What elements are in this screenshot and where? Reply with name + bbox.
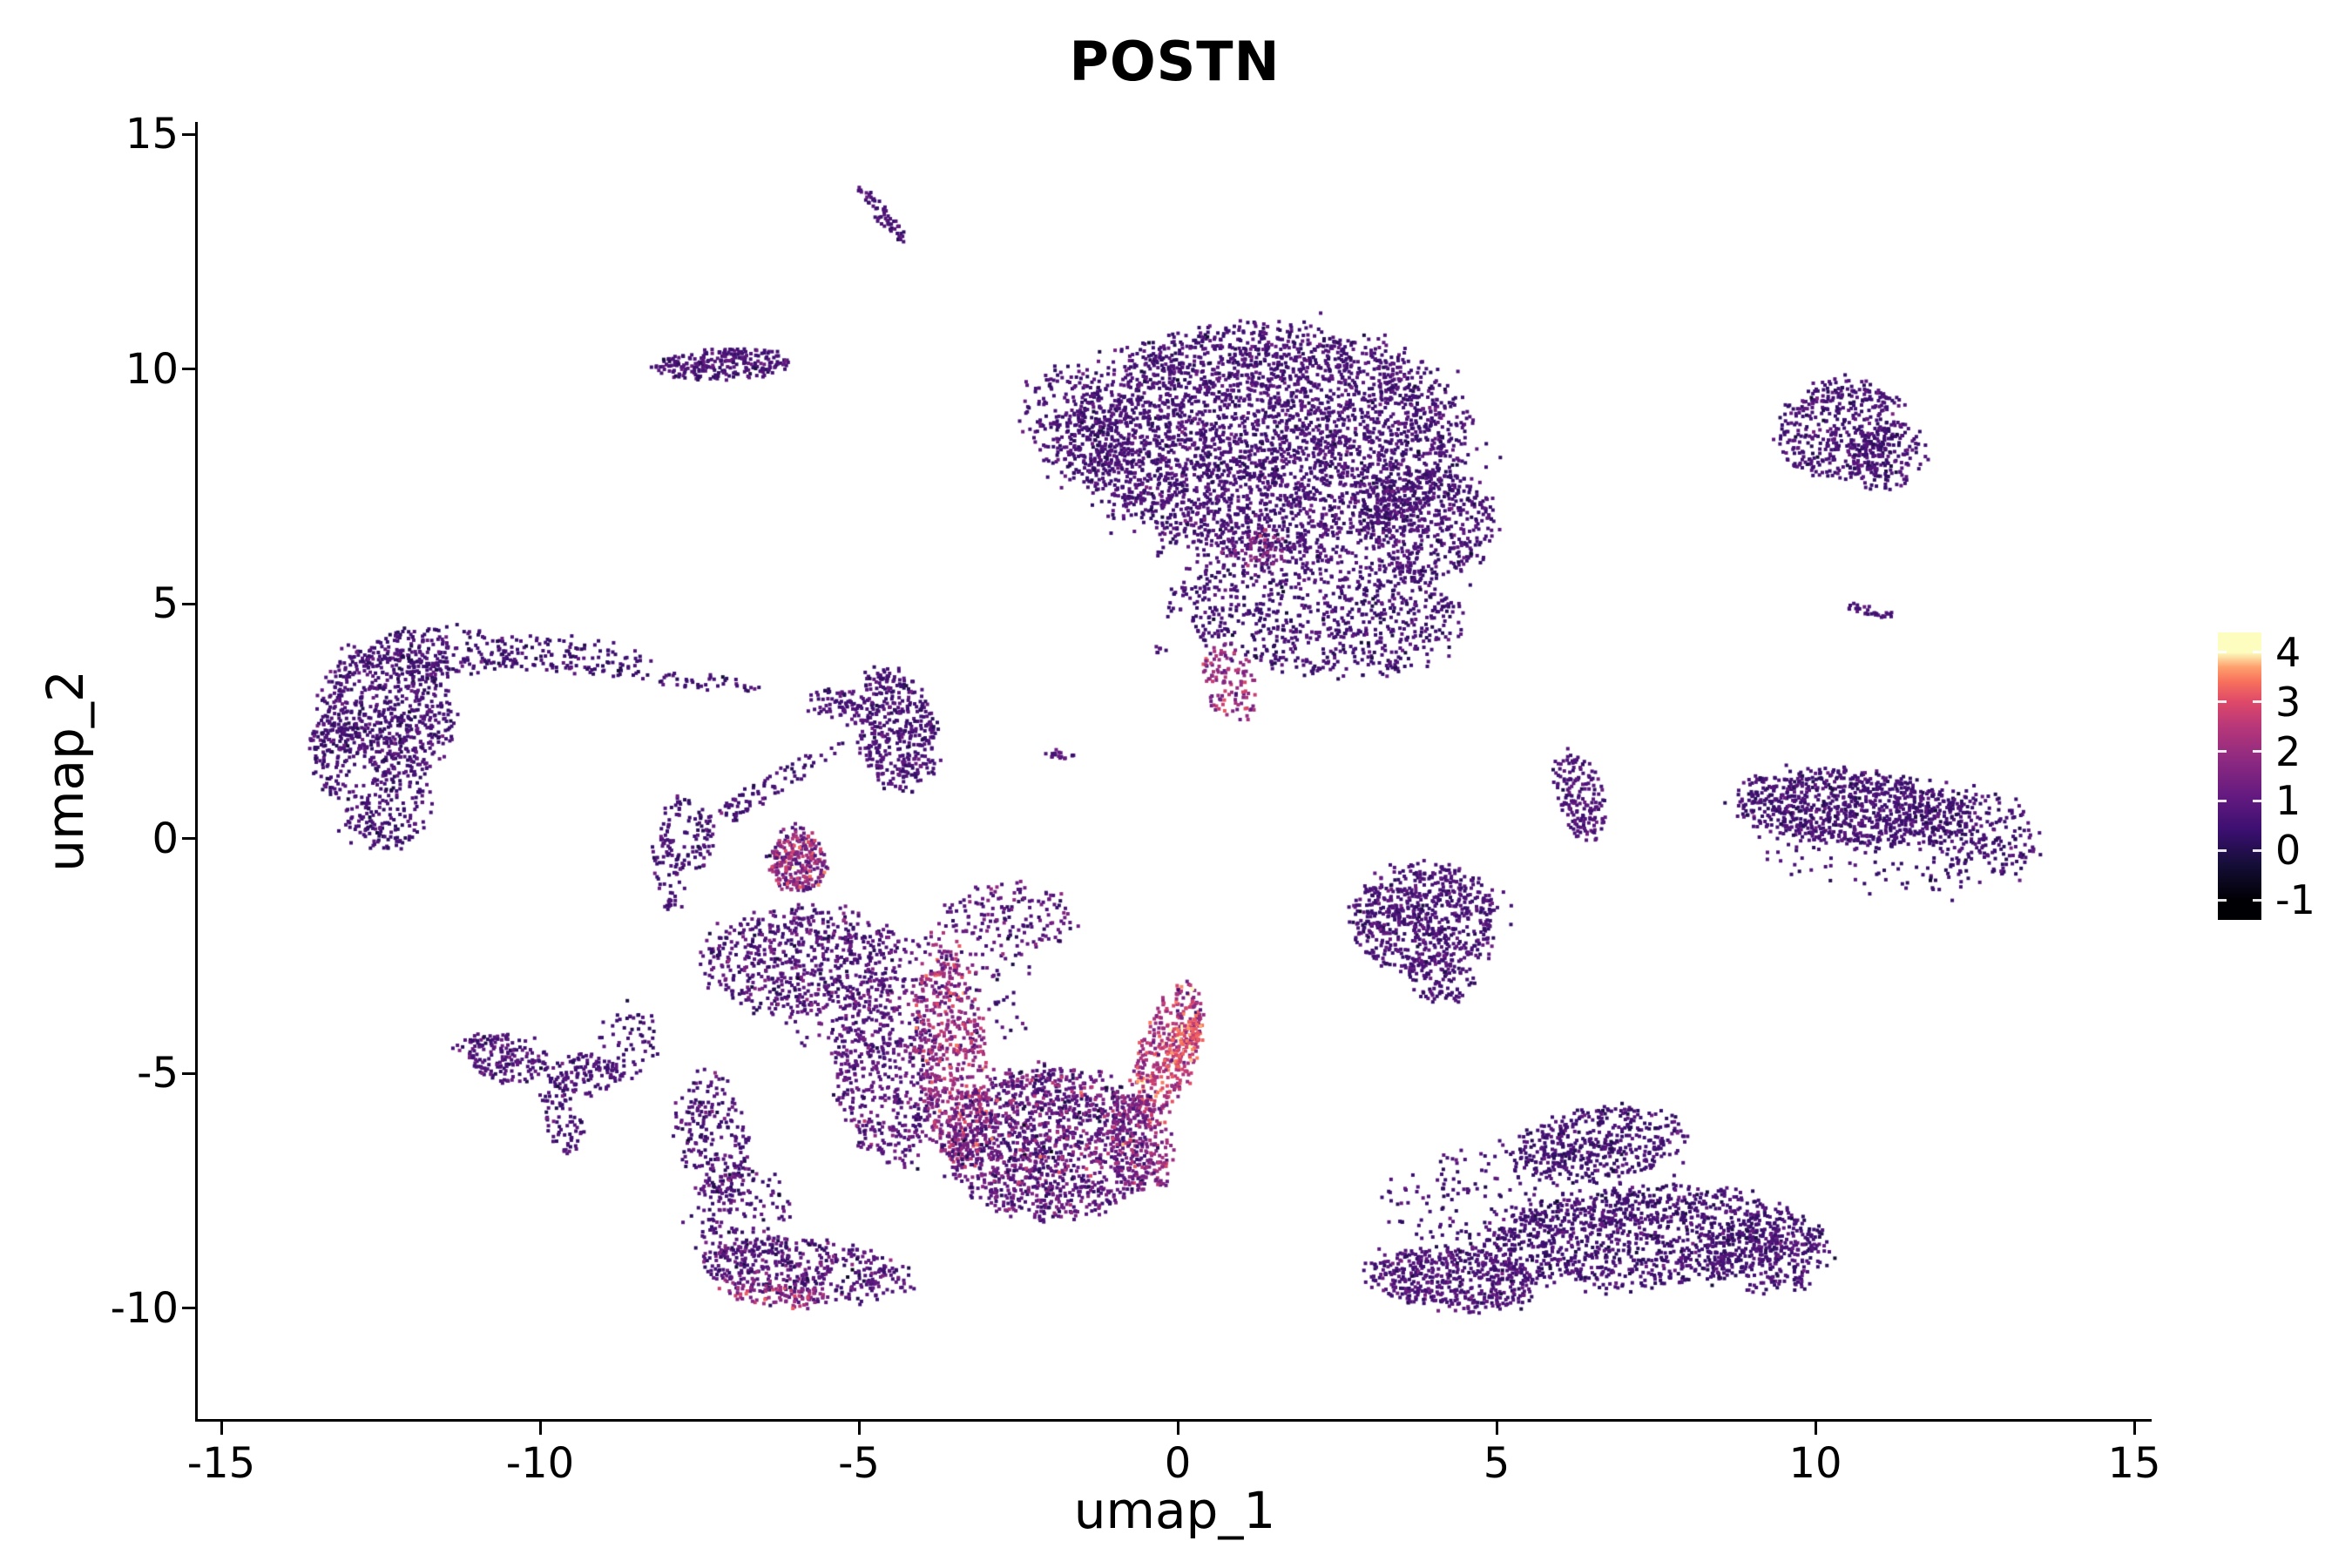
colorbar-tick-label: -1 <box>2275 876 2315 924</box>
y-tick-label: 0 <box>152 814 179 863</box>
colorbar-tick-label: 0 <box>2275 827 2301 875</box>
colorbar-tick-label: 1 <box>2275 777 2301 825</box>
x-tick-mark <box>2132 1422 2136 1435</box>
x-tick-label: -15 <box>186 1439 256 1488</box>
colorbar-tick-mark <box>2218 848 2227 852</box>
y-tick-label: -5 <box>137 1049 179 1098</box>
y-tick-label: 5 <box>152 579 179 628</box>
y-tick-label: 15 <box>125 110 179 159</box>
x-tick-mark <box>220 1422 223 1435</box>
y-tick-mark <box>182 602 195 605</box>
colorbar-tick-mark <box>2253 750 2261 754</box>
chart-title: POSTN <box>1069 30 1281 93</box>
colorbar-tick-mark <box>2218 700 2227 704</box>
x-tick-label: 5 <box>1483 1439 1511 1488</box>
x-tick-mark <box>1495 1422 1498 1435</box>
colorbar-tick-mark <box>2253 848 2261 852</box>
x-tick-label: -10 <box>505 1439 575 1488</box>
colorbar-tick-mark <box>2253 799 2261 802</box>
x-tick-mark <box>1814 1422 1817 1435</box>
colorbar-tick-mark <box>2218 799 2227 802</box>
colorbar-gradient <box>2218 632 2261 920</box>
colorbar-tick-mark <box>2218 898 2227 902</box>
y-axis-label: umap_2 <box>36 670 95 872</box>
y-tick-mark <box>182 368 195 370</box>
colorbar-tick-label: 4 <box>2275 628 2301 676</box>
colorbar-tick-label: 2 <box>2275 727 2301 775</box>
colorbar-tick-mark <box>2218 750 2227 754</box>
x-axis-line <box>195 1419 2152 1422</box>
x-tick-label: 15 <box>2107 1439 2161 1488</box>
x-tick-mark <box>857 1422 861 1435</box>
y-tick-mark <box>182 132 195 136</box>
y-tick-mark <box>182 1307 195 1309</box>
colorbar-tick-mark <box>2253 898 2261 902</box>
colorbar-tick-mark <box>2218 651 2227 654</box>
x-tick-mark <box>1176 1422 1179 1435</box>
x-tick-label: 10 <box>1788 1439 1842 1488</box>
colorbar-tick-mark <box>2253 651 2261 654</box>
y-tick-mark <box>182 837 195 840</box>
y-tick-label: 10 <box>125 344 179 394</box>
x-tick-mark <box>538 1422 542 1435</box>
y-tick-mark <box>182 1071 195 1075</box>
colorbar-tick-mark <box>2253 700 2261 704</box>
y-tick-label: -10 <box>110 1283 179 1333</box>
y-axis-line <box>195 122 198 1422</box>
x-tick-label: 0 <box>1164 1439 1192 1488</box>
colorbar-tick-label: 3 <box>2275 678 2301 726</box>
x-tick-label: -5 <box>838 1439 880 1488</box>
x-axis-label: umap_1 <box>1073 1481 1276 1540</box>
